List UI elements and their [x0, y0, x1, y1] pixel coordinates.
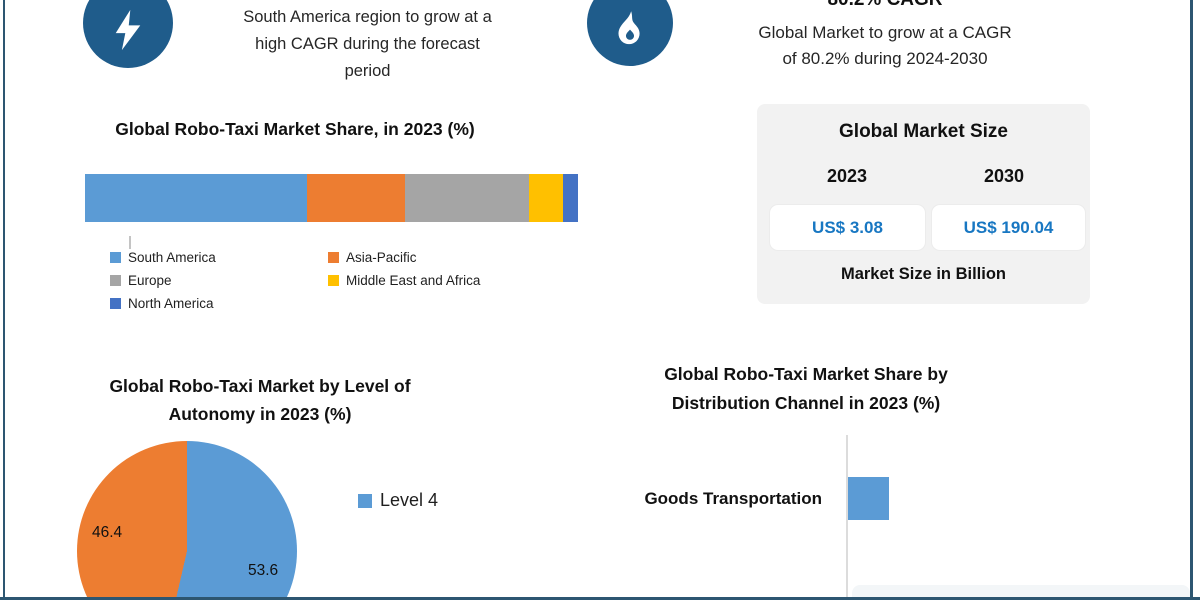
legend-label: Asia-Pacific [346, 250, 417, 265]
axis-tick [129, 236, 131, 249]
legend-item-2: Asia-Pacific [328, 246, 568, 269]
market-size-year-2030: 2030 [983, 166, 1025, 186]
highlight-left-text: South America region to grow at a high C… [205, 4, 530, 85]
legend-swatch [328, 275, 339, 286]
legend-swatch [110, 275, 121, 286]
market-share-legend: South America Asia-Pacific Europe Middle Ea… [110, 246, 570, 315]
legend-label: Level 4 [380, 490, 439, 510]
legend-label: North America [128, 296, 214, 311]
bar-segment-south-america [85, 174, 307, 222]
highlight-right-text: Global Market to grow at a CAGR of 80.2%… [705, 20, 1065, 72]
pie-label-orange: 46.4 [92, 524, 123, 541]
frame-border-bottom [0, 597, 1200, 600]
highlight-right-line1: Global Market to grow at a CAGR [758, 23, 1012, 42]
highlight-right-line2: of 80.2% during 2024-2030 [782, 49, 988, 68]
cagr-headline: 80.2% CAGR [705, 0, 1065, 11]
market-share-stacked-bar [85, 174, 578, 222]
distribution-title-line1: Global Robo-Taxi Market Share by [664, 364, 948, 384]
legend-swatch [110, 298, 121, 309]
legend-label: Europe [128, 273, 172, 288]
legend-item-4: Middle East and Africa [328, 269, 568, 292]
market-size-value-2030: US$ 190.04 [932, 205, 1085, 250]
autonomy-pie-title: Global Robo-Taxi Market by Level of Auto… [60, 372, 460, 428]
market-size-value-2023: US$ 3.08 [770, 205, 925, 250]
highlight-left-line3: period [344, 62, 391, 80]
lightning-icon [83, 0, 173, 68]
autonomy-pie-title-line2: Autonomy in 2023 (%) [168, 404, 352, 424]
bar-segment-north-america [563, 174, 578, 222]
bar-segment-europe [405, 174, 529, 222]
highlight-left-line2: high CAGR during the forecast [255, 35, 480, 53]
category-axis-line [846, 435, 848, 600]
flame-glyph [618, 11, 640, 45]
legend-swatch [328, 252, 339, 263]
flame-icon [587, 0, 673, 66]
market-size-panel: Global Market Size 2023 2030 US$ 3.08 US… [757, 104, 1090, 304]
highlight-left-line1: South America region to grow at a [243, 8, 492, 26]
legend-swatch [358, 493, 372, 508]
legend-item-1: South America [110, 246, 328, 269]
distribution-chart-title: Global Robo-Taxi Market Share by Distrib… [616, 360, 996, 418]
legend-item-3: Europe [110, 269, 328, 292]
category-label-goods-transportation: Goods Transportation [644, 489, 822, 508]
autonomy-pie-legend: Level 4 [358, 490, 438, 511]
market-size-year-2023: 2023 [826, 166, 868, 186]
market-share-chart-title: Global Robo-Taxi Market Share, in 2023 (… [115, 119, 475, 139]
legend-item-5: North America [110, 292, 328, 315]
clipped-bottom-panel [852, 585, 1190, 600]
bar-segment-asia-pacific [306, 174, 406, 222]
frame-border-right [1190, 0, 1193, 600]
bar-segment-middle-east-and-africa [528, 174, 564, 222]
market-size-footnote: Market Size in Billion [840, 265, 1007, 283]
distribution-title-line2: Distribution Channel in 2023 (%) [671, 393, 941, 413]
pie-label-blue: 53.6 [248, 562, 279, 579]
legend-label: Middle East and Africa [346, 273, 481, 288]
frame-border-left [3, 0, 5, 600]
legend-label: South America [128, 250, 216, 265]
legend-swatch [110, 252, 121, 263]
market-size-title: Global Market Size [839, 121, 1008, 142]
lightning-bolt-glyph [115, 9, 141, 51]
autonomy-pie-title-line1: Global Robo-Taxi Market by Level of [109, 376, 411, 396]
goods-transportation-bar [848, 477, 890, 520]
